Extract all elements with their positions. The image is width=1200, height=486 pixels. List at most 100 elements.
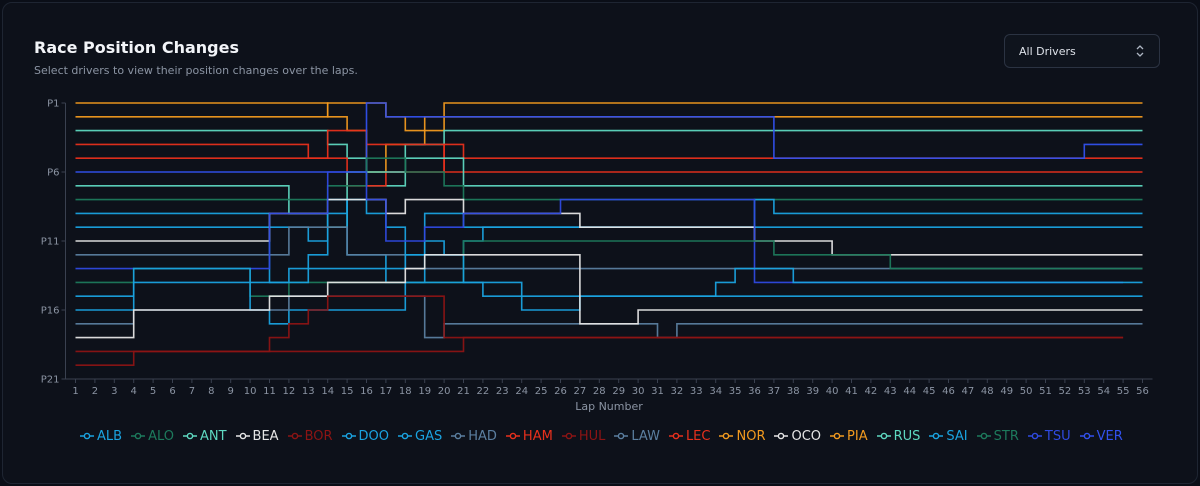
x-tick-label: 30 bbox=[632, 386, 645, 397]
legend-marker-icon bbox=[451, 432, 466, 440]
y-tick-label: P21 bbox=[41, 375, 60, 386]
legend-label: TSU bbox=[1044, 428, 1071, 444]
series-line-ver bbox=[75, 102, 1143, 173]
legend-item-oco[interactable]: OCO bbox=[774, 429, 821, 444]
page-subtitle: Select drivers to view their position ch… bbox=[34, 64, 358, 77]
legend-marker-icon bbox=[976, 432, 991, 440]
x-tick-label: 56 bbox=[1136, 386, 1149, 397]
x-tick-label: 29 bbox=[612, 386, 625, 397]
legend-item-str[interactable]: STR bbox=[976, 429, 1019, 444]
x-tick-label: 37 bbox=[768, 386, 781, 397]
legend-item-pia[interactable]: PIA bbox=[830, 429, 868, 444]
x-tick-label: 36 bbox=[748, 386, 761, 397]
legend-item-law[interactable]: LAW bbox=[614, 429, 660, 444]
series-line-bea bbox=[75, 254, 1143, 339]
legend-label: ALB bbox=[97, 428, 123, 444]
x-tick-label: 35 bbox=[729, 386, 742, 397]
x-tick-label: 1 bbox=[72, 386, 78, 397]
x-tick-label: 25 bbox=[535, 386, 548, 397]
x-tick-label: 42 bbox=[865, 386, 878, 397]
legend-item-hul[interactable]: HUL bbox=[561, 429, 605, 444]
x-tick-label: 53 bbox=[1078, 386, 1091, 397]
legend-label: ANT bbox=[199, 428, 227, 444]
x-tick-label: 51 bbox=[1039, 386, 1052, 397]
x-tick-label: 39 bbox=[806, 386, 819, 397]
x-tick-label: 23 bbox=[496, 386, 509, 397]
driver-select-value: All Drivers bbox=[1019, 45, 1076, 58]
x-tick-label: 52 bbox=[1059, 386, 1072, 397]
legend-marker-icon bbox=[1079, 432, 1094, 440]
legend-label: OCO bbox=[791, 428, 822, 444]
legend-item-bor[interactable]: BOR bbox=[287, 428, 333, 444]
x-tick-label: 17 bbox=[380, 386, 393, 397]
x-tick-label: 10 bbox=[244, 386, 257, 397]
legend-item-rus[interactable]: RUS bbox=[876, 428, 921, 444]
legend-marker-icon bbox=[719, 432, 734, 440]
legend-item-ham[interactable]: HAM bbox=[505, 428, 553, 444]
x-tick-label: 43 bbox=[884, 386, 897, 397]
x-tick-label: 40 bbox=[826, 386, 839, 397]
legend-item-alb[interactable]: ALB bbox=[80, 429, 122, 444]
driver-select[interactable]: All Drivers bbox=[1004, 34, 1160, 68]
legend-label: DOO bbox=[358, 428, 390, 444]
x-tick-label: 16 bbox=[360, 386, 373, 397]
x-tick-label: 27 bbox=[574, 386, 587, 397]
series-line-tsu bbox=[75, 171, 1124, 284]
x-tick-label: 38 bbox=[787, 386, 800, 397]
legend-item-tsu[interactable]: TSU bbox=[1027, 428, 1071, 444]
legend-item-lec[interactable]: LEC bbox=[668, 428, 711, 444]
legend-item-bea[interactable]: BEA bbox=[235, 429, 279, 444]
legend-label: BOR bbox=[304, 428, 333, 444]
x-tick-label: 45 bbox=[923, 386, 936, 397]
legend-marker-icon bbox=[1027, 432, 1042, 440]
legend-marker-icon bbox=[876, 432, 891, 440]
y-tick-label: P16 bbox=[41, 306, 60, 317]
x-tick-label: 34 bbox=[709, 386, 722, 397]
x-tick-label: 15 bbox=[341, 386, 354, 397]
legend-item-doo[interactable]: DOO bbox=[341, 428, 390, 444]
legend-marker-icon bbox=[614, 432, 629, 440]
x-tick-label: 46 bbox=[942, 386, 955, 397]
x-tick-label: 7 bbox=[189, 386, 195, 397]
x-tick-label: 9 bbox=[228, 386, 234, 397]
page-title: Race Position Changes bbox=[34, 38, 239, 57]
legend-marker-icon bbox=[774, 432, 789, 440]
legend-marker-icon bbox=[80, 432, 94, 440]
x-tick-label: 33 bbox=[690, 386, 703, 397]
legend-marker-icon bbox=[505, 432, 520, 440]
x-tick-label: 3 bbox=[111, 386, 117, 397]
x-tick-label: 12 bbox=[283, 386, 296, 397]
x-tick-label: 32 bbox=[671, 386, 684, 397]
x-tick-label: 31 bbox=[651, 386, 664, 397]
legend-item-gas[interactable]: GAS bbox=[398, 429, 442, 444]
series-line-nor bbox=[75, 102, 1143, 173]
legend-marker-icon bbox=[287, 432, 302, 440]
legend-item-nor[interactable]: NOR bbox=[719, 429, 765, 444]
x-tick-label: 48 bbox=[981, 386, 994, 397]
x-tick-label: 49 bbox=[1000, 386, 1013, 397]
legend-item-sai[interactable]: SAI bbox=[929, 429, 968, 444]
legend-label: HAM bbox=[522, 428, 553, 444]
y-tick-label: P11 bbox=[41, 237, 60, 248]
legend-marker-icon bbox=[561, 432, 576, 440]
x-tick-label: 50 bbox=[1020, 386, 1033, 397]
legend-label: VER bbox=[1096, 428, 1123, 444]
series-line-sai bbox=[75, 267, 1143, 325]
x-tick-label: 14 bbox=[321, 386, 334, 397]
legend-label: ALO bbox=[148, 428, 174, 444]
x-tick-label: 26 bbox=[554, 386, 567, 397]
legend-marker-icon bbox=[182, 432, 197, 440]
legend-label: RUS bbox=[893, 428, 921, 444]
legend-item-alo[interactable]: ALO bbox=[131, 429, 174, 444]
x-tick-label: 8 bbox=[208, 386, 214, 397]
series-line-law bbox=[75, 295, 1143, 339]
x-tick-label: 6 bbox=[169, 386, 175, 397]
legend-marker-icon bbox=[398, 432, 413, 440]
legend-item-ant[interactable]: ANT bbox=[182, 428, 227, 444]
series-line-had bbox=[75, 226, 1143, 270]
legend-item-had[interactable]: HAD bbox=[451, 429, 497, 444]
x-tick-label: 4 bbox=[131, 386, 137, 397]
legend-item-ver[interactable]: VER bbox=[1079, 428, 1123, 444]
legend-label: LEC bbox=[685, 428, 711, 444]
x-tick-label: 19 bbox=[418, 386, 431, 397]
